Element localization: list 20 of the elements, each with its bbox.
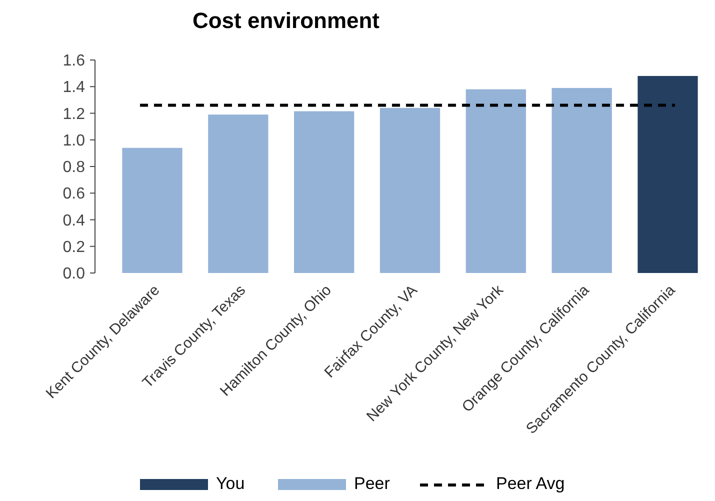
bar [466, 89, 526, 273]
chart-title: Cost environment [192, 8, 380, 33]
bar [122, 148, 182, 273]
legend-label: Peer Avg [496, 474, 565, 493]
y-tick-label: 0.0 [62, 266, 86, 283]
legend-label: Peer [354, 474, 390, 493]
bar [380, 108, 440, 273]
y-tick-label: 1.0 [62, 132, 86, 150]
y-tick-label: 1.4 [62, 79, 86, 96]
y-tick-label: 0.2 [62, 238, 86, 256]
y-tick-label: 0.6 [62, 186, 86, 203]
y-tick-label: 0.4 [62, 212, 86, 230]
bar [552, 88, 612, 273]
bar [294, 111, 354, 273]
bar [208, 114, 268, 273]
y-tick-label: 1.2 [62, 106, 86, 123]
legend-label: You [216, 474, 245, 493]
bar [638, 76, 698, 273]
y-tick-label: 0.8 [62, 159, 86, 176]
y-tick-label: 1.6 [62, 52, 86, 70]
